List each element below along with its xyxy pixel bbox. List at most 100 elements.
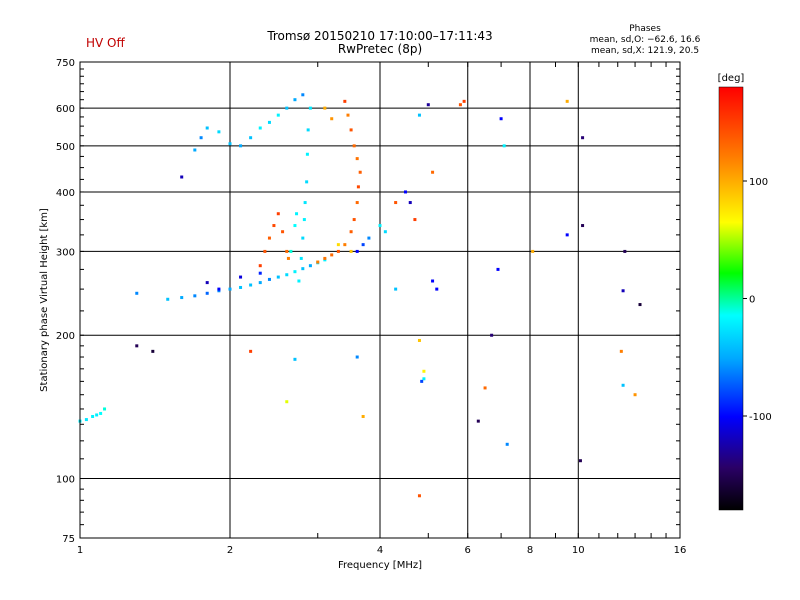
data-point: [305, 180, 309, 184]
data-point: [103, 407, 107, 411]
data-point: [293, 98, 297, 102]
y-tick-label: 500: [56, 142, 75, 153]
data-point: [408, 201, 412, 205]
data-point: [619, 349, 623, 353]
data-point: [258, 264, 262, 268]
data-point: [346, 113, 350, 117]
data-point: [394, 201, 398, 205]
data-point: [352, 218, 356, 222]
colorbar-tick-label: -100: [749, 412, 772, 423]
data-point: [565, 99, 569, 103]
data-point: [349, 249, 353, 253]
data-point: [621, 289, 625, 293]
data-point: [367, 236, 371, 240]
y-tick-label: 300: [56, 247, 75, 258]
data-point: [422, 369, 426, 373]
data-point: [281, 230, 285, 234]
data-point: [285, 400, 289, 404]
data-point: [258, 281, 262, 285]
data-point: [358, 170, 362, 174]
y-tick-label: 600: [56, 104, 75, 115]
data-point: [343, 243, 347, 247]
data-point: [205, 291, 209, 295]
x-tick-label: 6: [465, 545, 471, 556]
data-point: [308, 264, 312, 268]
phases-x-stats: mean, sd,X: 121.9, 20.5: [590, 46, 700, 56]
data-point: [361, 414, 365, 418]
data-point: [228, 287, 232, 291]
data-point: [217, 289, 221, 293]
data-point: [431, 170, 435, 174]
y-tick-label: 200: [56, 331, 75, 342]
data-point: [355, 249, 359, 253]
data-point: [151, 349, 155, 353]
data-point: [502, 144, 506, 148]
data-point: [621, 383, 625, 387]
data-point: [417, 494, 421, 498]
colorbar-tick-label: 0: [749, 295, 755, 306]
data-point: [355, 201, 359, 205]
data-point: [299, 256, 303, 260]
data-point: [490, 333, 494, 337]
colorbar-tick-label: 100: [749, 177, 768, 188]
data-point: [581, 136, 585, 140]
data-point: [276, 275, 280, 279]
data-point: [483, 386, 487, 390]
data-point: [205, 281, 209, 285]
data-point: [565, 233, 569, 237]
data-point: [330, 253, 334, 257]
data-point: [413, 218, 417, 222]
data-point: [301, 267, 305, 271]
data-point: [301, 93, 305, 97]
data-point: [496, 267, 500, 271]
data-point: [285, 106, 289, 110]
data-point: [349, 230, 353, 234]
data-point: [239, 275, 243, 279]
data-point: [458, 103, 462, 107]
data-point: [135, 344, 139, 348]
data-point: [228, 142, 232, 146]
data-point: [199, 136, 203, 140]
x-tick-label: 10: [572, 545, 585, 556]
data-point: [276, 113, 280, 117]
data-point: [285, 273, 289, 277]
data-point: [166, 297, 170, 301]
data-point: [352, 144, 356, 148]
data-point: [249, 283, 253, 287]
data-point: [349, 128, 353, 132]
data-point: [180, 175, 184, 179]
data-point: [135, 291, 139, 295]
data-point: [531, 249, 535, 253]
data-point: [217, 287, 221, 291]
x-tick-label: 16: [674, 545, 687, 556]
data-point: [378, 224, 382, 228]
data-point: [302, 218, 306, 222]
data-point: [95, 413, 99, 417]
x-tick-label: 4: [377, 545, 383, 556]
x-tick-label: 1: [77, 545, 83, 556]
chart-subtitle: RwPretec (8p): [337, 42, 423, 56]
data-point: [180, 296, 184, 300]
data-point: [323, 256, 327, 260]
data-point: [323, 106, 327, 110]
data-point: [623, 249, 627, 253]
data-point: [638, 303, 642, 307]
data-point: [217, 130, 221, 134]
data-point: [301, 236, 305, 240]
data-point: [394, 287, 398, 291]
data-point: [343, 99, 347, 103]
data-point: [403, 190, 407, 194]
data-point: [316, 260, 320, 264]
data-point: [420, 379, 424, 383]
data-point: [193, 294, 197, 298]
axis-ticks: 1 2 4 6 8 10 16 75 100 200 300 400 500 600 750: [56, 58, 686, 556]
y-tick-label: 100: [56, 475, 75, 486]
data-point: [330, 117, 334, 121]
y-tick-label: 75: [62, 534, 75, 545]
data-point: [336, 243, 340, 247]
y-tick-label: 750: [56, 58, 75, 69]
data-point: [84, 418, 88, 422]
colorbar-gradient: [718, 86, 744, 511]
data-point: [239, 285, 243, 289]
